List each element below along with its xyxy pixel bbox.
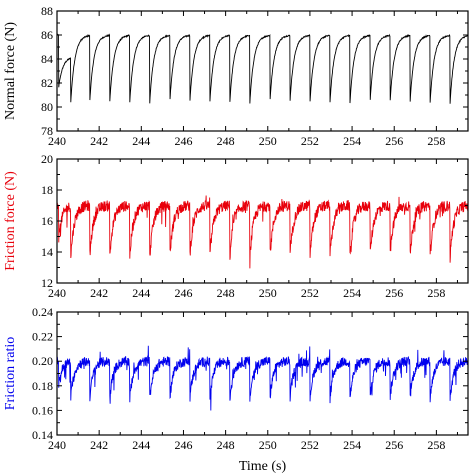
series-line bbox=[56, 195, 469, 269]
x-tick-label: 258 bbox=[427, 134, 445, 148]
x-tick-label: 246 bbox=[174, 134, 192, 148]
y-tick-label: 0.20 bbox=[32, 354, 53, 368]
series-line bbox=[56, 345, 469, 411]
x-tick-label: 240 bbox=[48, 134, 66, 148]
x-tick-label: 248 bbox=[217, 438, 235, 452]
y-tick-label: 78 bbox=[41, 124, 53, 138]
series-line bbox=[56, 33, 469, 104]
y-axis-title: Friction ratio bbox=[3, 337, 18, 411]
x-tick-label: 252 bbox=[301, 286, 319, 300]
normal-force-panel: 240 242 244 246 248 250 252 254 256 258 78 80 82 84 86… bbox=[3, 4, 469, 148]
x-tick-label: 246 bbox=[174, 438, 192, 452]
y-axis-title: Friction force (N) bbox=[3, 171, 18, 271]
x-tick-label: 258 bbox=[427, 438, 445, 452]
x-tick-label: 252 bbox=[301, 134, 319, 148]
plot-frame bbox=[56, 311, 469, 436]
x-tick-label: 246 bbox=[174, 286, 192, 300]
y-tick-label: 18 bbox=[41, 183, 53, 197]
x-axis-title: Time (s) bbox=[239, 459, 287, 474]
y-tick-label: 82 bbox=[41, 76, 53, 90]
x-tick-label: 242 bbox=[90, 134, 108, 148]
y-tick-label: 0.14 bbox=[32, 428, 53, 442]
y-axis-title: Normal force (N) bbox=[3, 22, 18, 120]
y-tick-label: 84 bbox=[41, 52, 53, 66]
x-tick-label: 244 bbox=[132, 438, 150, 452]
x-tick-label: 258 bbox=[427, 286, 445, 300]
x-tick-label: 240 bbox=[48, 438, 66, 452]
x-tick-label: 256 bbox=[385, 286, 403, 300]
y-tick-label: 14 bbox=[41, 245, 53, 259]
y-tick-label: 0.24 bbox=[32, 305, 53, 319]
y-tick-label: 80 bbox=[41, 100, 53, 114]
x-tick-label: 248 bbox=[217, 134, 235, 148]
y-tick-label: 16 bbox=[41, 214, 53, 228]
x-tick-label: 240 bbox=[48, 286, 66, 300]
x-tick-label: 256 bbox=[385, 438, 403, 452]
x-tick-label: 244 bbox=[132, 134, 150, 148]
x-tick-label: 250 bbox=[259, 438, 277, 452]
x-tick-label: 254 bbox=[343, 286, 361, 300]
y-tick-label: 20 bbox=[41, 152, 53, 166]
y-tick-label: 88 bbox=[41, 4, 53, 18]
y-tick-label: 86 bbox=[41, 28, 53, 42]
x-tick-label: 250 bbox=[259, 286, 277, 300]
x-tick-label: 256 bbox=[385, 134, 403, 148]
plot-frame bbox=[56, 10, 469, 132]
y-tick-label: 0.18 bbox=[32, 379, 53, 393]
y-tick-label: 0.22 bbox=[32, 330, 53, 344]
y-tick-label: 0.16 bbox=[32, 403, 53, 417]
x-tick-label: 244 bbox=[132, 286, 150, 300]
x-tick-label: 248 bbox=[217, 286, 235, 300]
x-tick-label: 242 bbox=[90, 286, 108, 300]
y-tick-label: 12 bbox=[41, 276, 53, 290]
x-tick-label: 250 bbox=[259, 134, 277, 148]
friction-ratio-panel: 240 242 244 246 248 250 252 254 256 258 0.14 0.16 0.… bbox=[3, 305, 469, 474]
x-tick-label: 254 bbox=[343, 438, 361, 452]
x-tick-label: 242 bbox=[90, 438, 108, 452]
friction-force-panel: 240 242 244 246 248 250 252 254 256 258 12 14 16 18 20… bbox=[3, 152, 469, 300]
x-tick-label: 252 bbox=[301, 438, 319, 452]
x-tick-label: 254 bbox=[343, 134, 361, 148]
